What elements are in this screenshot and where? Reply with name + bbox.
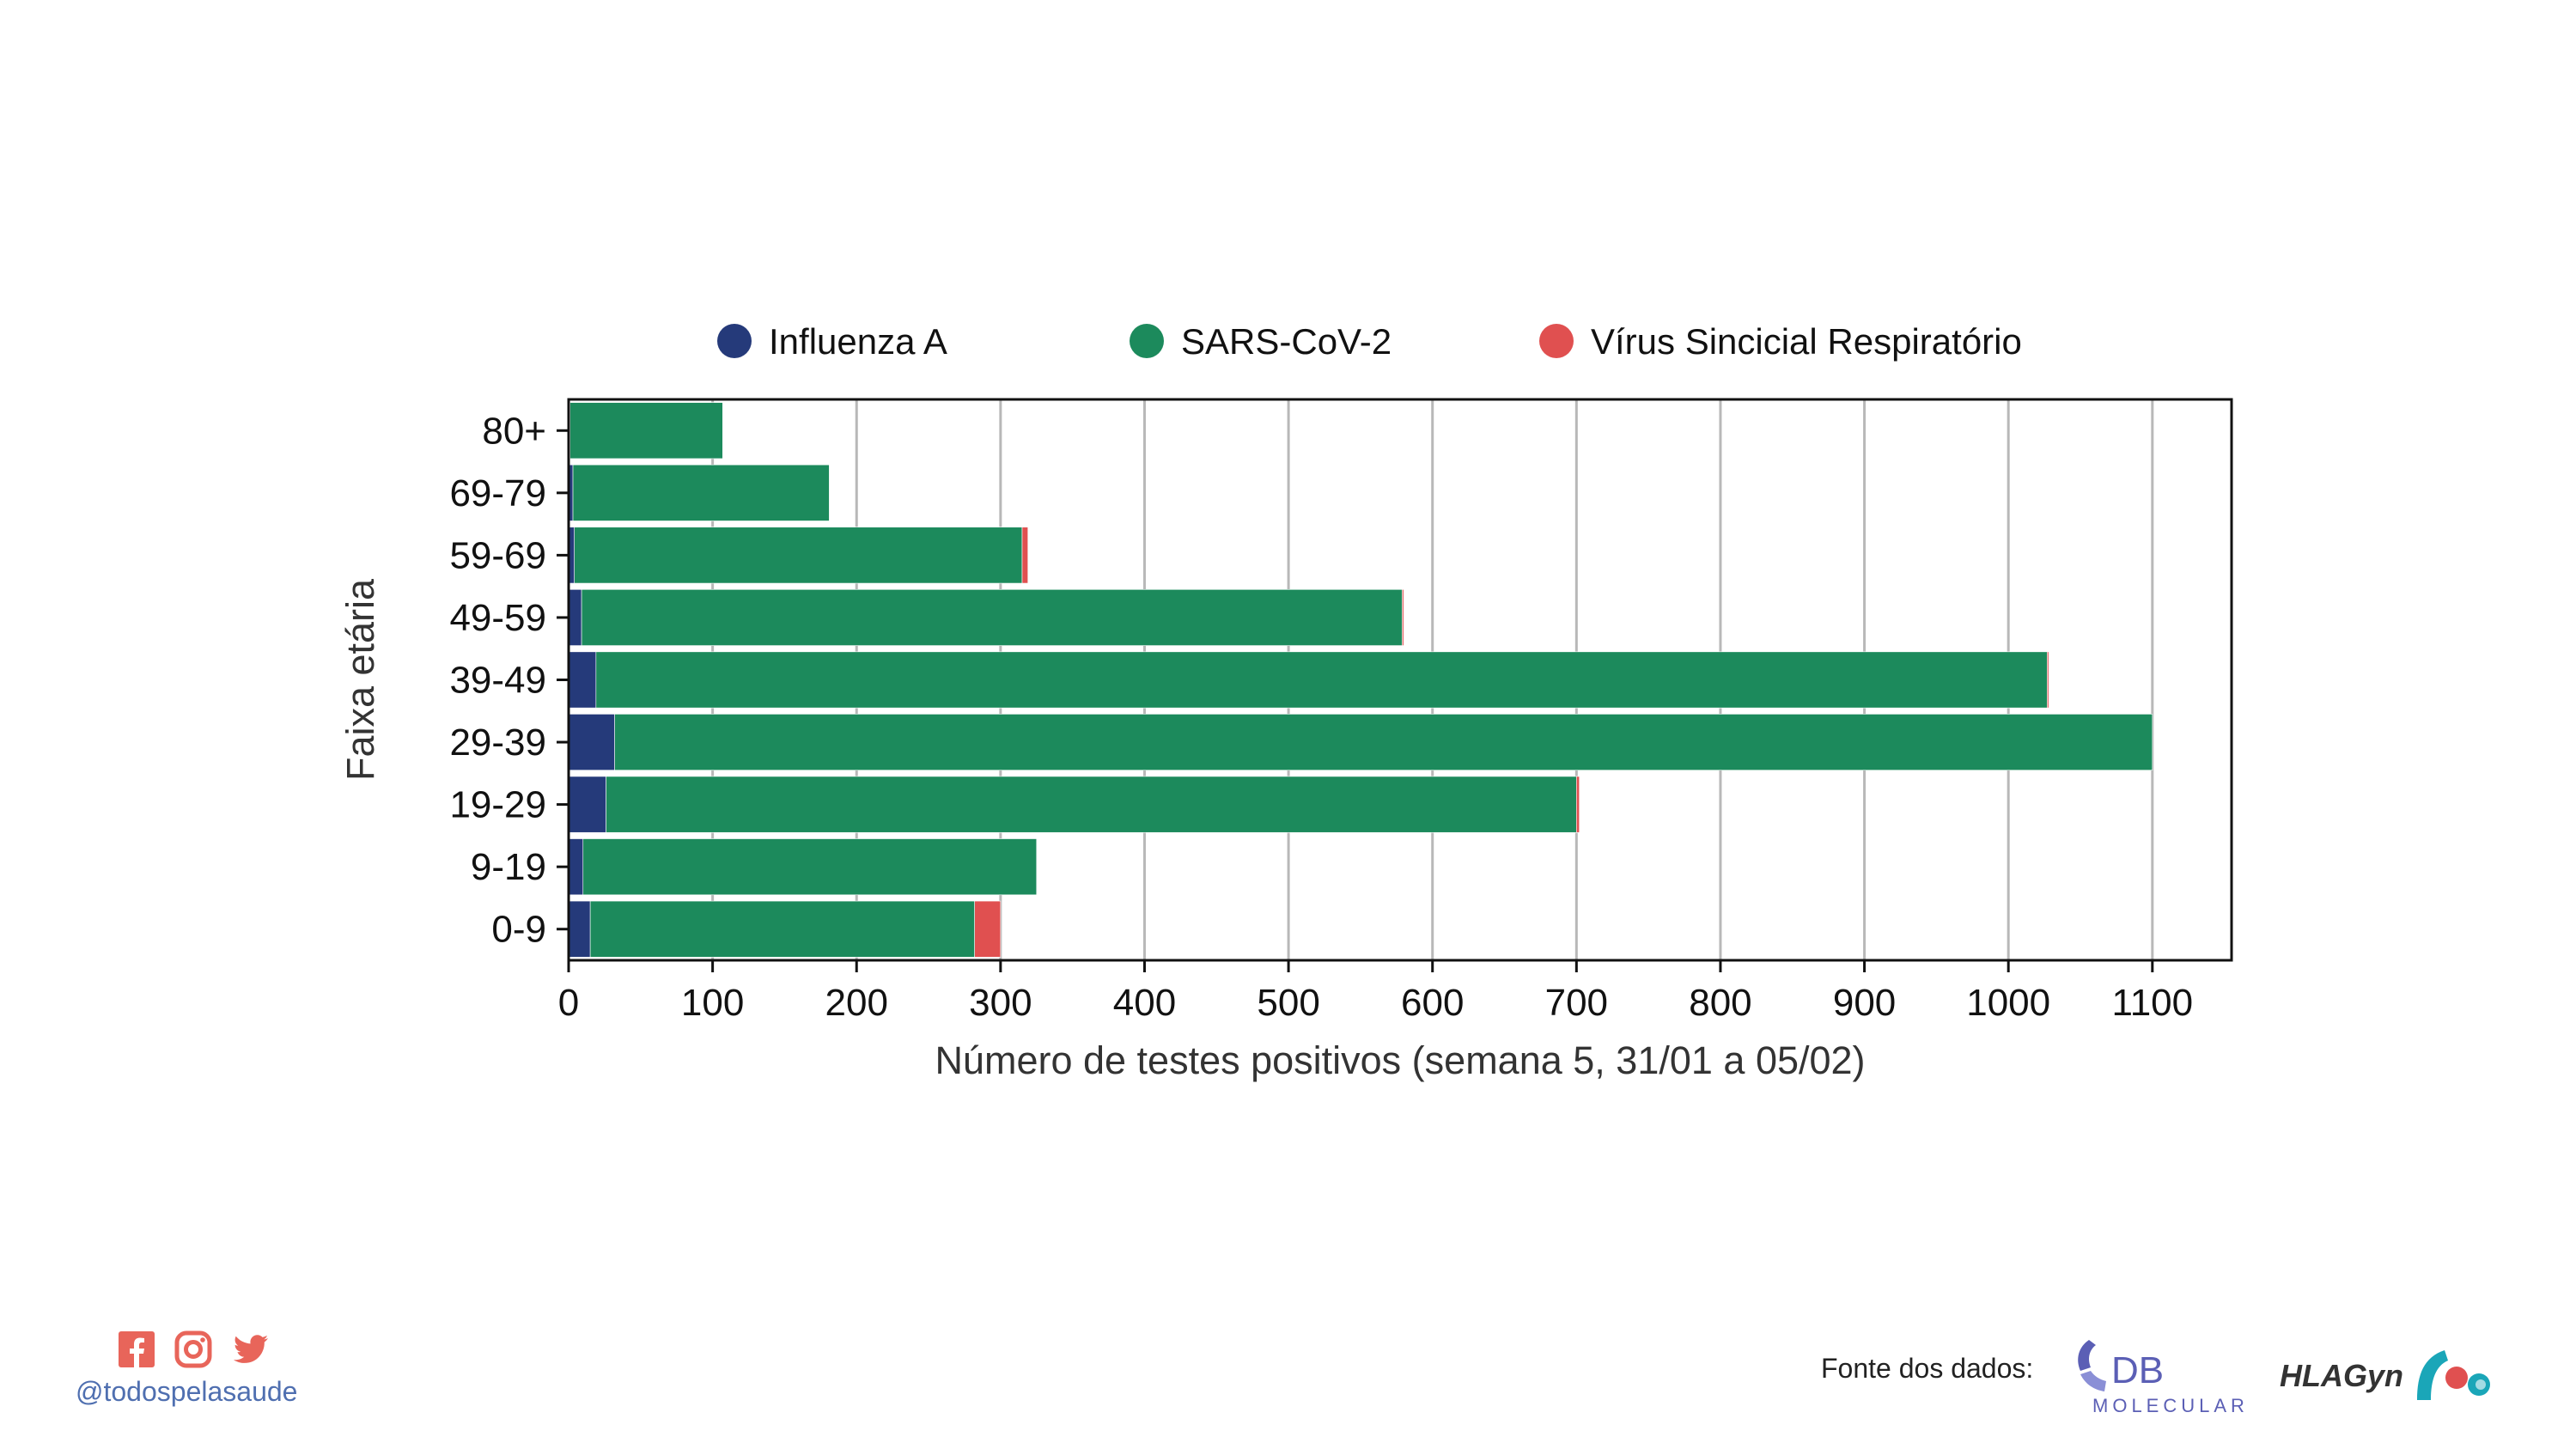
bar-59-69-v-rus-sincicial-respirat-rio bbox=[1021, 527, 1029, 584]
y-tick-label: 80+ bbox=[482, 410, 546, 452]
legend-marker bbox=[717, 324, 752, 358]
y-axis-ticks: 80+ 69-79 59-69 49-59 39-49 29-39 19-29 9-19 0-9 bbox=[449, 410, 569, 951]
social-block: @todospelasaude bbox=[76, 1330, 316, 1408]
bar-0-9-sars-cov-2 bbox=[589, 900, 975, 958]
x-tick-label: 900 bbox=[1833, 982, 1896, 1024]
x-tick-label: 800 bbox=[1689, 982, 1751, 1024]
db-molecular-logo: DB MOLECULAR bbox=[2078, 1340, 2249, 1416]
bar-49-59-v-rus-sincicial-respirat-rio bbox=[1402, 588, 1404, 646]
hlagyn-logo-text: HLAGyn bbox=[2280, 1358, 2403, 1393]
bar-69-79-sars-cov-2 bbox=[572, 464, 830, 521]
bar-0-9-v-rus-sincicial-respirat-rio bbox=[974, 900, 1002, 958]
x-tick-label: 400 bbox=[1113, 982, 1176, 1024]
instagram-icon[interactable] bbox=[174, 1330, 213, 1369]
x-tick-label: 100 bbox=[681, 982, 744, 1024]
x-tick-label: 1000 bbox=[1966, 982, 2050, 1024]
bar-0-9-influenza-a bbox=[568, 900, 591, 958]
x-tick-label: 600 bbox=[1401, 982, 1464, 1024]
bar-9-19-influenza-a bbox=[568, 838, 584, 896]
legend-label: Influenza A bbox=[769, 321, 947, 362]
y-tick-label: 29-39 bbox=[449, 721, 546, 764]
facebook-icon[interactable] bbox=[117, 1330, 156, 1369]
twitter-icon[interactable] bbox=[230, 1330, 270, 1369]
social-icons bbox=[117, 1330, 316, 1369]
social-handle[interactable]: @todospelasaude bbox=[76, 1376, 298, 1407]
legend-marker bbox=[1130, 324, 1164, 358]
bar-59-69-sars-cov-2 bbox=[574, 527, 1023, 584]
legend-label: Vírus Sincicial Respiratório bbox=[1591, 321, 2022, 362]
db-logo-text: DB bbox=[2111, 1349, 2164, 1391]
db-logo-subtext: MOLECULAR bbox=[2092, 1395, 2249, 1416]
bar-19-29-v-rus-sincicial-respirat-rio bbox=[1576, 776, 1580, 833]
legend: Influenza A SARS-CoV-2 Vírus Sincicial Res… bbox=[717, 321, 2022, 362]
x-tick-label: 500 bbox=[1257, 982, 1319, 1024]
bar-39-49-influenza-a bbox=[568, 651, 597, 709]
bar-39-49-v-rus-sincicial-respirat-rio bbox=[2047, 651, 2049, 709]
x-tick-label: 200 bbox=[825, 982, 888, 1024]
bar-49-59-influenza-a bbox=[568, 588, 582, 646]
y-tick-label: 0-9 bbox=[491, 909, 546, 951]
x-axis-ticks: 0 100 200 300 400 500 600 700 800 900 1000 1100 bbox=[558, 960, 2193, 1024]
bar-19-29-sars-cov-2 bbox=[606, 776, 1577, 833]
data-source-label: Fonte dos dados: bbox=[1821, 1353, 2034, 1384]
bar-80+-sars-cov-2 bbox=[569, 402, 723, 460]
hlagyn-logo: HLAGyn bbox=[2280, 1350, 2490, 1400]
legend-label: SARS-CoV-2 bbox=[1181, 321, 1392, 362]
x-tick-label: 0 bbox=[558, 982, 579, 1024]
y-tick-label: 9-19 bbox=[471, 846, 546, 888]
x-tick-label: 1100 bbox=[2111, 982, 2193, 1024]
y-tick-label: 59-69 bbox=[449, 534, 546, 576]
x-tick-label: 300 bbox=[969, 982, 1032, 1024]
bar-29-39-influenza-a bbox=[568, 714, 615, 771]
y-axis-title: Faixa etária bbox=[338, 578, 382, 781]
y-tick-label: 49-59 bbox=[449, 597, 546, 639]
bar-9-19-sars-cov-2 bbox=[582, 838, 1038, 896]
y-tick-label: 69-79 bbox=[449, 472, 546, 514]
bar-49-59-sars-cov-2 bbox=[581, 588, 1403, 646]
y-tick-label: 19-29 bbox=[449, 784, 546, 826]
legend-marker bbox=[1539, 324, 1574, 358]
bar-19-29-influenza-a bbox=[568, 776, 606, 833]
x-axis-title: Número de testes positivos (semana 5, 31… bbox=[935, 1038, 1865, 1082]
bar-29-39-sars-cov-2 bbox=[614, 714, 2153, 771]
y-tick-label: 39-49 bbox=[449, 660, 546, 702]
bars bbox=[568, 402, 2153, 958]
x-tick-label: 700 bbox=[1545, 982, 1608, 1024]
bar-39-49-sars-cov-2 bbox=[595, 651, 2048, 709]
